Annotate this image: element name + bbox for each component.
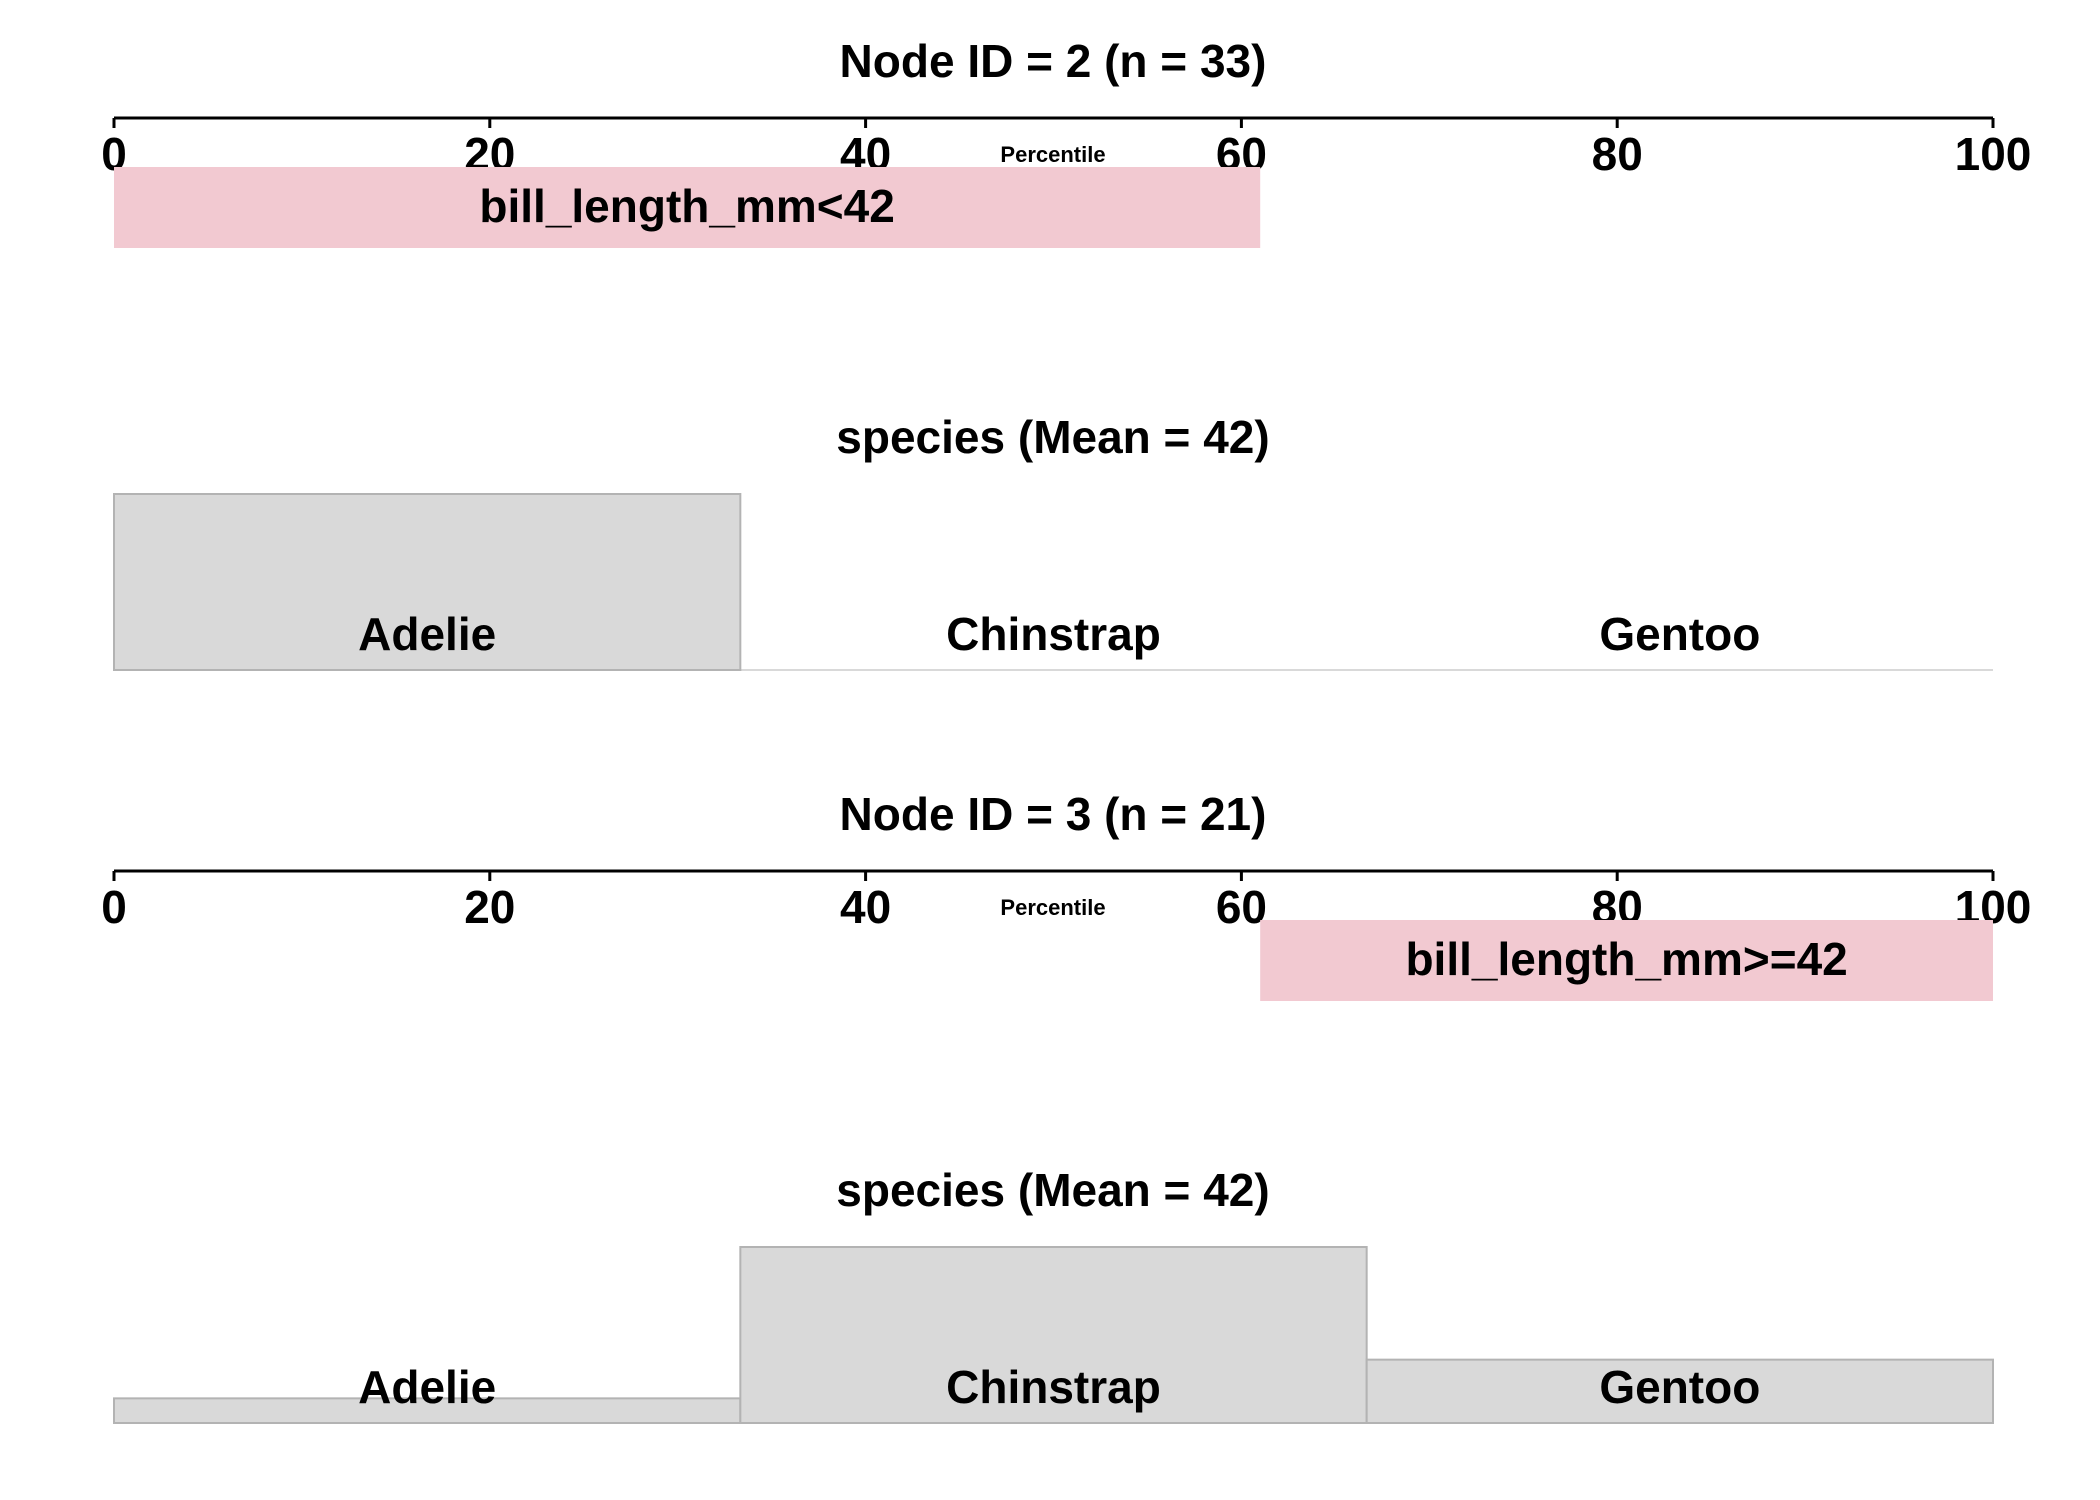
axis-tick-label: 0 (101, 881, 127, 933)
split-rule-label: bill_length_mm>=42 (1405, 933, 1847, 985)
axis-label: Percentile (1000, 142, 1105, 167)
species-title: species (Mean = 42) (836, 411, 1269, 463)
species-bar (113, 493, 742, 671)
split-rule-bar (1260, 920, 1993, 1001)
species-category-label: Gentoo (1599, 608, 1760, 660)
species-category-label: Gentoo (1599, 1361, 1760, 1413)
species-category-label: Adelie (358, 1361, 496, 1413)
species-category-label: Chinstrap (946, 608, 1161, 660)
node-title: Node ID = 3 (n = 21) (840, 788, 1267, 840)
species-bar (739, 1246, 1368, 1424)
axis-tick-label: 100 (1955, 128, 2032, 180)
axis-tick-label: 60 (1216, 881, 1267, 933)
species-bar (1365, 1358, 1994, 1425)
species-bar (113, 1397, 742, 1424)
axis-tick-label: 40 (840, 881, 891, 933)
split-rule-bar (114, 167, 1261, 248)
species-category-label: Adelie (358, 608, 496, 660)
axis-tick-label: 80 (1592, 128, 1643, 180)
split-rule-label: bill_length_mm<42 (479, 180, 894, 232)
axis-label: Percentile (1000, 895, 1105, 920)
node-title: Node ID = 2 (n = 33) (840, 35, 1267, 87)
species-category-label: Chinstrap (946, 1361, 1161, 1413)
axis-tick-label: 20 (464, 881, 515, 933)
species-title: species (Mean = 42) (836, 1164, 1269, 1216)
